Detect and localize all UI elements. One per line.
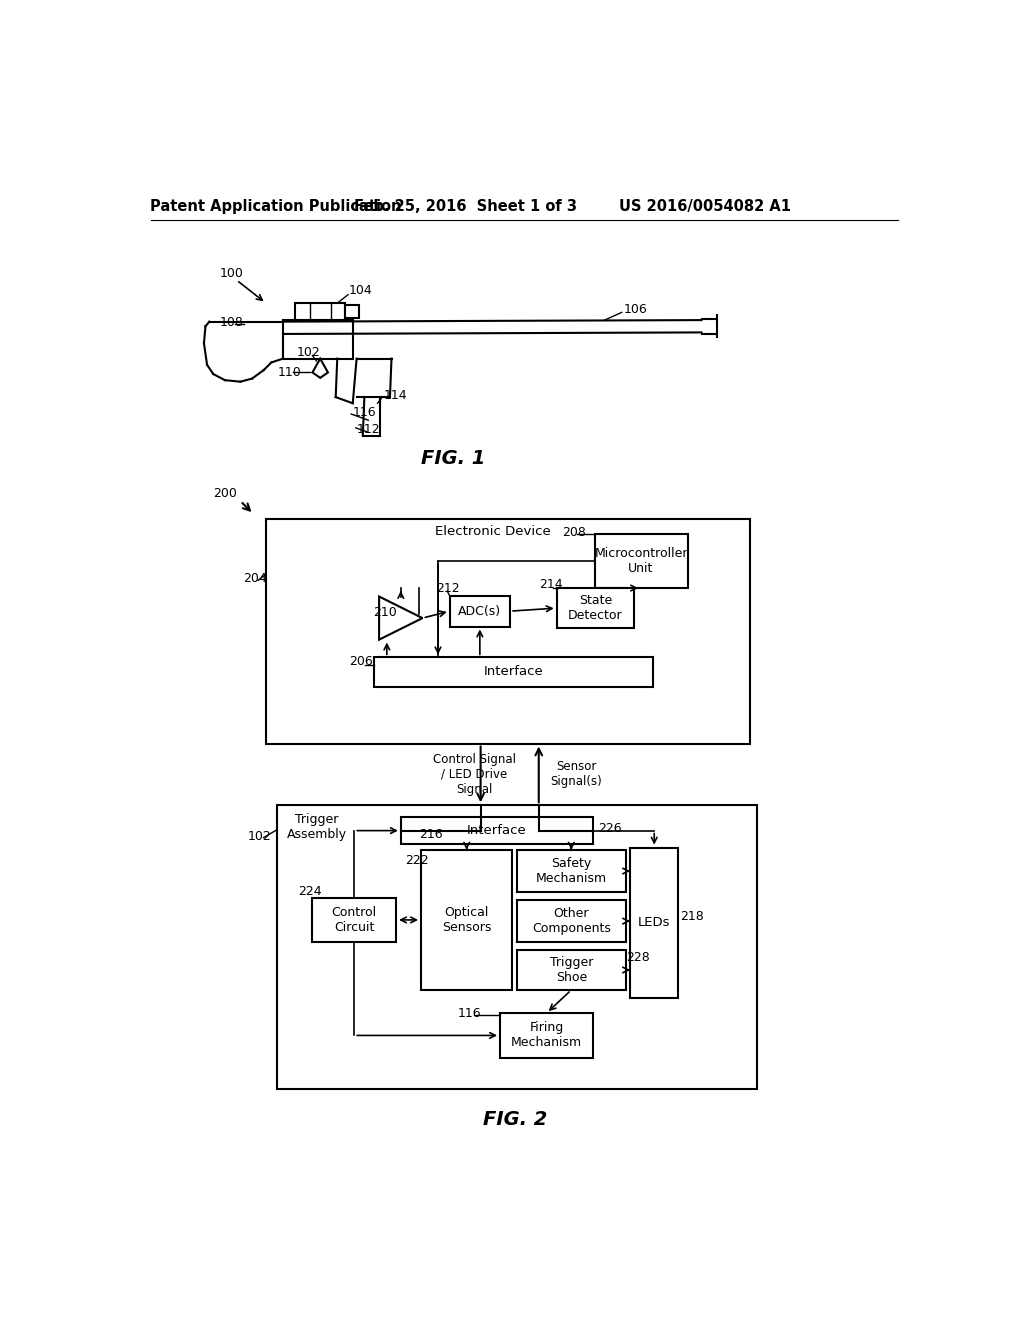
Text: Firing
Mechanism: Firing Mechanism [511, 1022, 582, 1049]
Text: Trigger
Assembly: Trigger Assembly [287, 813, 347, 841]
Text: 116: 116 [352, 407, 377, 418]
Text: 112: 112 [356, 422, 380, 436]
Text: 108: 108 [219, 315, 244, 329]
Text: US 2016/0054082 A1: US 2016/0054082 A1 [620, 198, 792, 214]
Text: State
Detector: State Detector [568, 594, 623, 622]
Bar [421, 850, 512, 990]
Bar [266, 519, 751, 743]
Text: Microcontroller
Unit: Microcontroller Unit [594, 546, 688, 576]
Text: Electronic Device: Electronic Device [435, 524, 551, 537]
Text: 210: 210 [373, 606, 396, 619]
Text: Feb. 25, 2016  Sheet 1 of 3: Feb. 25, 2016 Sheet 1 of 3 [353, 198, 577, 214]
Bar [312, 898, 396, 942]
Text: 224: 224 [299, 884, 323, 898]
Text: 104: 104 [349, 284, 373, 297]
Text: 110: 110 [278, 366, 301, 379]
Bar [295, 304, 345, 321]
Text: 214: 214 [539, 578, 562, 591]
Text: 116: 116 [458, 1007, 481, 1019]
Bar [400, 817, 593, 845]
Bar [375, 657, 653, 686]
Text: 200: 200 [213, 487, 238, 500]
Text: 206: 206 [349, 656, 373, 668]
Text: 228: 228 [627, 952, 650, 964]
Text: 114: 114 [384, 389, 408, 403]
Bar [276, 805, 758, 1089]
Text: Control Signal
/ LED Drive
Signal: Control Signal / LED Drive Signal [433, 752, 516, 796]
Text: 102: 102 [297, 346, 321, 359]
Text: ADC(s): ADC(s) [459, 605, 502, 618]
Text: 100: 100 [219, 268, 244, 280]
Text: Interface: Interface [467, 824, 526, 837]
Text: Safety
Mechanism: Safety Mechanism [536, 857, 607, 884]
Text: 208: 208 [562, 527, 586, 539]
Bar [345, 305, 359, 318]
Bar [517, 850, 626, 892]
Text: 216: 216 [420, 828, 443, 841]
Bar [517, 900, 626, 942]
Text: 226: 226 [598, 822, 622, 834]
Text: LEDs: LEDs [638, 916, 671, 929]
Text: Interface: Interface [484, 665, 544, 678]
Bar [517, 950, 626, 990]
Bar [450, 595, 510, 627]
Text: 106: 106 [624, 302, 648, 315]
Text: Optical
Sensors: Optical Sensors [442, 906, 492, 935]
Text: Sensor
Signal(s): Sensor Signal(s) [550, 760, 602, 788]
Bar [500, 1014, 593, 1057]
Text: Control
Circuit: Control Circuit [332, 906, 377, 935]
Text: Patent Application Publication: Patent Application Publication [150, 198, 401, 214]
Text: 204: 204 [243, 573, 266, 585]
Text: 212: 212 [436, 582, 460, 594]
Bar [557, 589, 634, 628]
Bar [595, 535, 687, 589]
Text: FIG. 2: FIG. 2 [483, 1110, 548, 1129]
Text: Other
Components: Other Components [531, 907, 610, 935]
Bar [283, 321, 352, 359]
Text: FIG. 1: FIG. 1 [421, 449, 485, 469]
Text: 102: 102 [248, 829, 272, 842]
Text: 222: 222 [406, 854, 429, 867]
Bar [630, 847, 678, 998]
Text: 218: 218 [680, 911, 703, 924]
Text: Trigger
Shoe: Trigger Shoe [550, 956, 593, 983]
